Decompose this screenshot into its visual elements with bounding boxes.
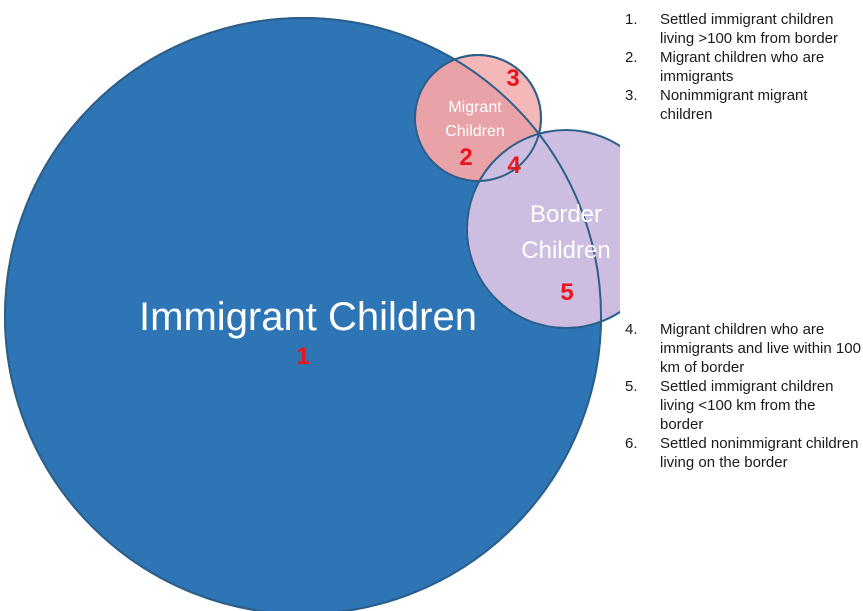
legend-bottom: 4. Migrant children who are immigrants an… — [625, 320, 861, 472]
legend-text: Migrant children who are immigrants and … — [660, 321, 861, 376]
legend-item-2: 2. Migrant children who are immigrants — [625, 48, 863, 86]
legend-text: Nonimmigrant migrant children — [660, 87, 808, 123]
legend-text: Migrant children who are immigrants — [660, 49, 825, 85]
immigrant-children-label: Immigrant Children — [139, 295, 477, 339]
region-2-number: 2 — [459, 144, 472, 171]
migrant-circle-outline — [414, 54, 542, 182]
legend-item-6: 6. Settled nonimmigrant children living o… — [625, 434, 861, 472]
legend-text: Settled immigrant children living <100 k… — [660, 378, 834, 433]
legend-top: 1. Settled immigrant children living >100… — [625, 10, 863, 124]
border-children-label-line1: Border — [530, 201, 602, 228]
legend-item-3: 3. Nonimmigrant migrant children — [625, 86, 863, 124]
border-children-circle — [466, 129, 620, 329]
legend-text: Settled immigrant children living >100 k… — [660, 11, 838, 47]
legend-item-4: 4. Migrant children who are immigrants an… — [625, 320, 861, 377]
legend-number: 1. — [625, 11, 638, 28]
legend-number: 2. — [625, 49, 638, 66]
legend-number: 4. — [625, 321, 638, 338]
border-children-label-line2: Children — [521, 237, 610, 264]
migrant-children-label-line2: Children — [445, 123, 505, 140]
legend-item-1: 1. Settled immigrant children living >100… — [625, 10, 863, 48]
region-5-number: 5 — [560, 279, 573, 306]
legend-item-5: 5. Settled immigrant children living <100… — [625, 377, 861, 434]
region-4-number: 4 — [507, 152, 521, 179]
legend-number: 5. — [625, 378, 638, 395]
legend-number: 6. — [625, 435, 638, 452]
venn-diagram: Immigrant Children Migrant Children Bord… — [4, 17, 620, 611]
region-3-number: 3 — [506, 65, 519, 92]
immigrant-circle-outline — [4, 17, 602, 611]
legend-number: 3. — [625, 87, 638, 104]
migrant-children-label-line1: Migrant — [448, 99, 502, 116]
legend-text: Settled nonimmigrant children living on … — [660, 435, 859, 471]
region-1-number: 1 — [296, 343, 309, 370]
